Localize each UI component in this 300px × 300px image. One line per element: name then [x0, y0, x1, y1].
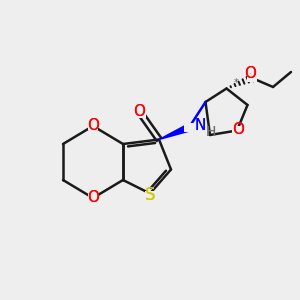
FancyBboxPatch shape [145, 191, 155, 199]
Text: N: N [195, 118, 206, 134]
FancyBboxPatch shape [232, 126, 242, 135]
Text: O: O [134, 103, 146, 118]
Text: O: O [87, 118, 99, 134]
Text: O: O [244, 66, 256, 81]
Text: S: S [145, 186, 155, 204]
Text: O: O [232, 122, 244, 136]
FancyBboxPatch shape [88, 122, 98, 130]
Text: S: S [145, 186, 155, 204]
Text: O: O [87, 190, 99, 206]
Text: O: O [87, 190, 99, 206]
Text: *.: *. [234, 77, 242, 88]
Text: O: O [134, 103, 146, 118]
Text: O: O [87, 118, 99, 134]
FancyBboxPatch shape [247, 74, 257, 82]
Text: H: H [206, 125, 216, 139]
Text: O: O [244, 66, 256, 81]
Text: H: H [206, 125, 216, 139]
Text: N: N [195, 118, 206, 134]
FancyBboxPatch shape [88, 194, 98, 202]
FancyBboxPatch shape [136, 110, 146, 118]
Text: O: O [232, 122, 244, 136]
Polygon shape [159, 124, 190, 140]
FancyBboxPatch shape [184, 123, 194, 132]
